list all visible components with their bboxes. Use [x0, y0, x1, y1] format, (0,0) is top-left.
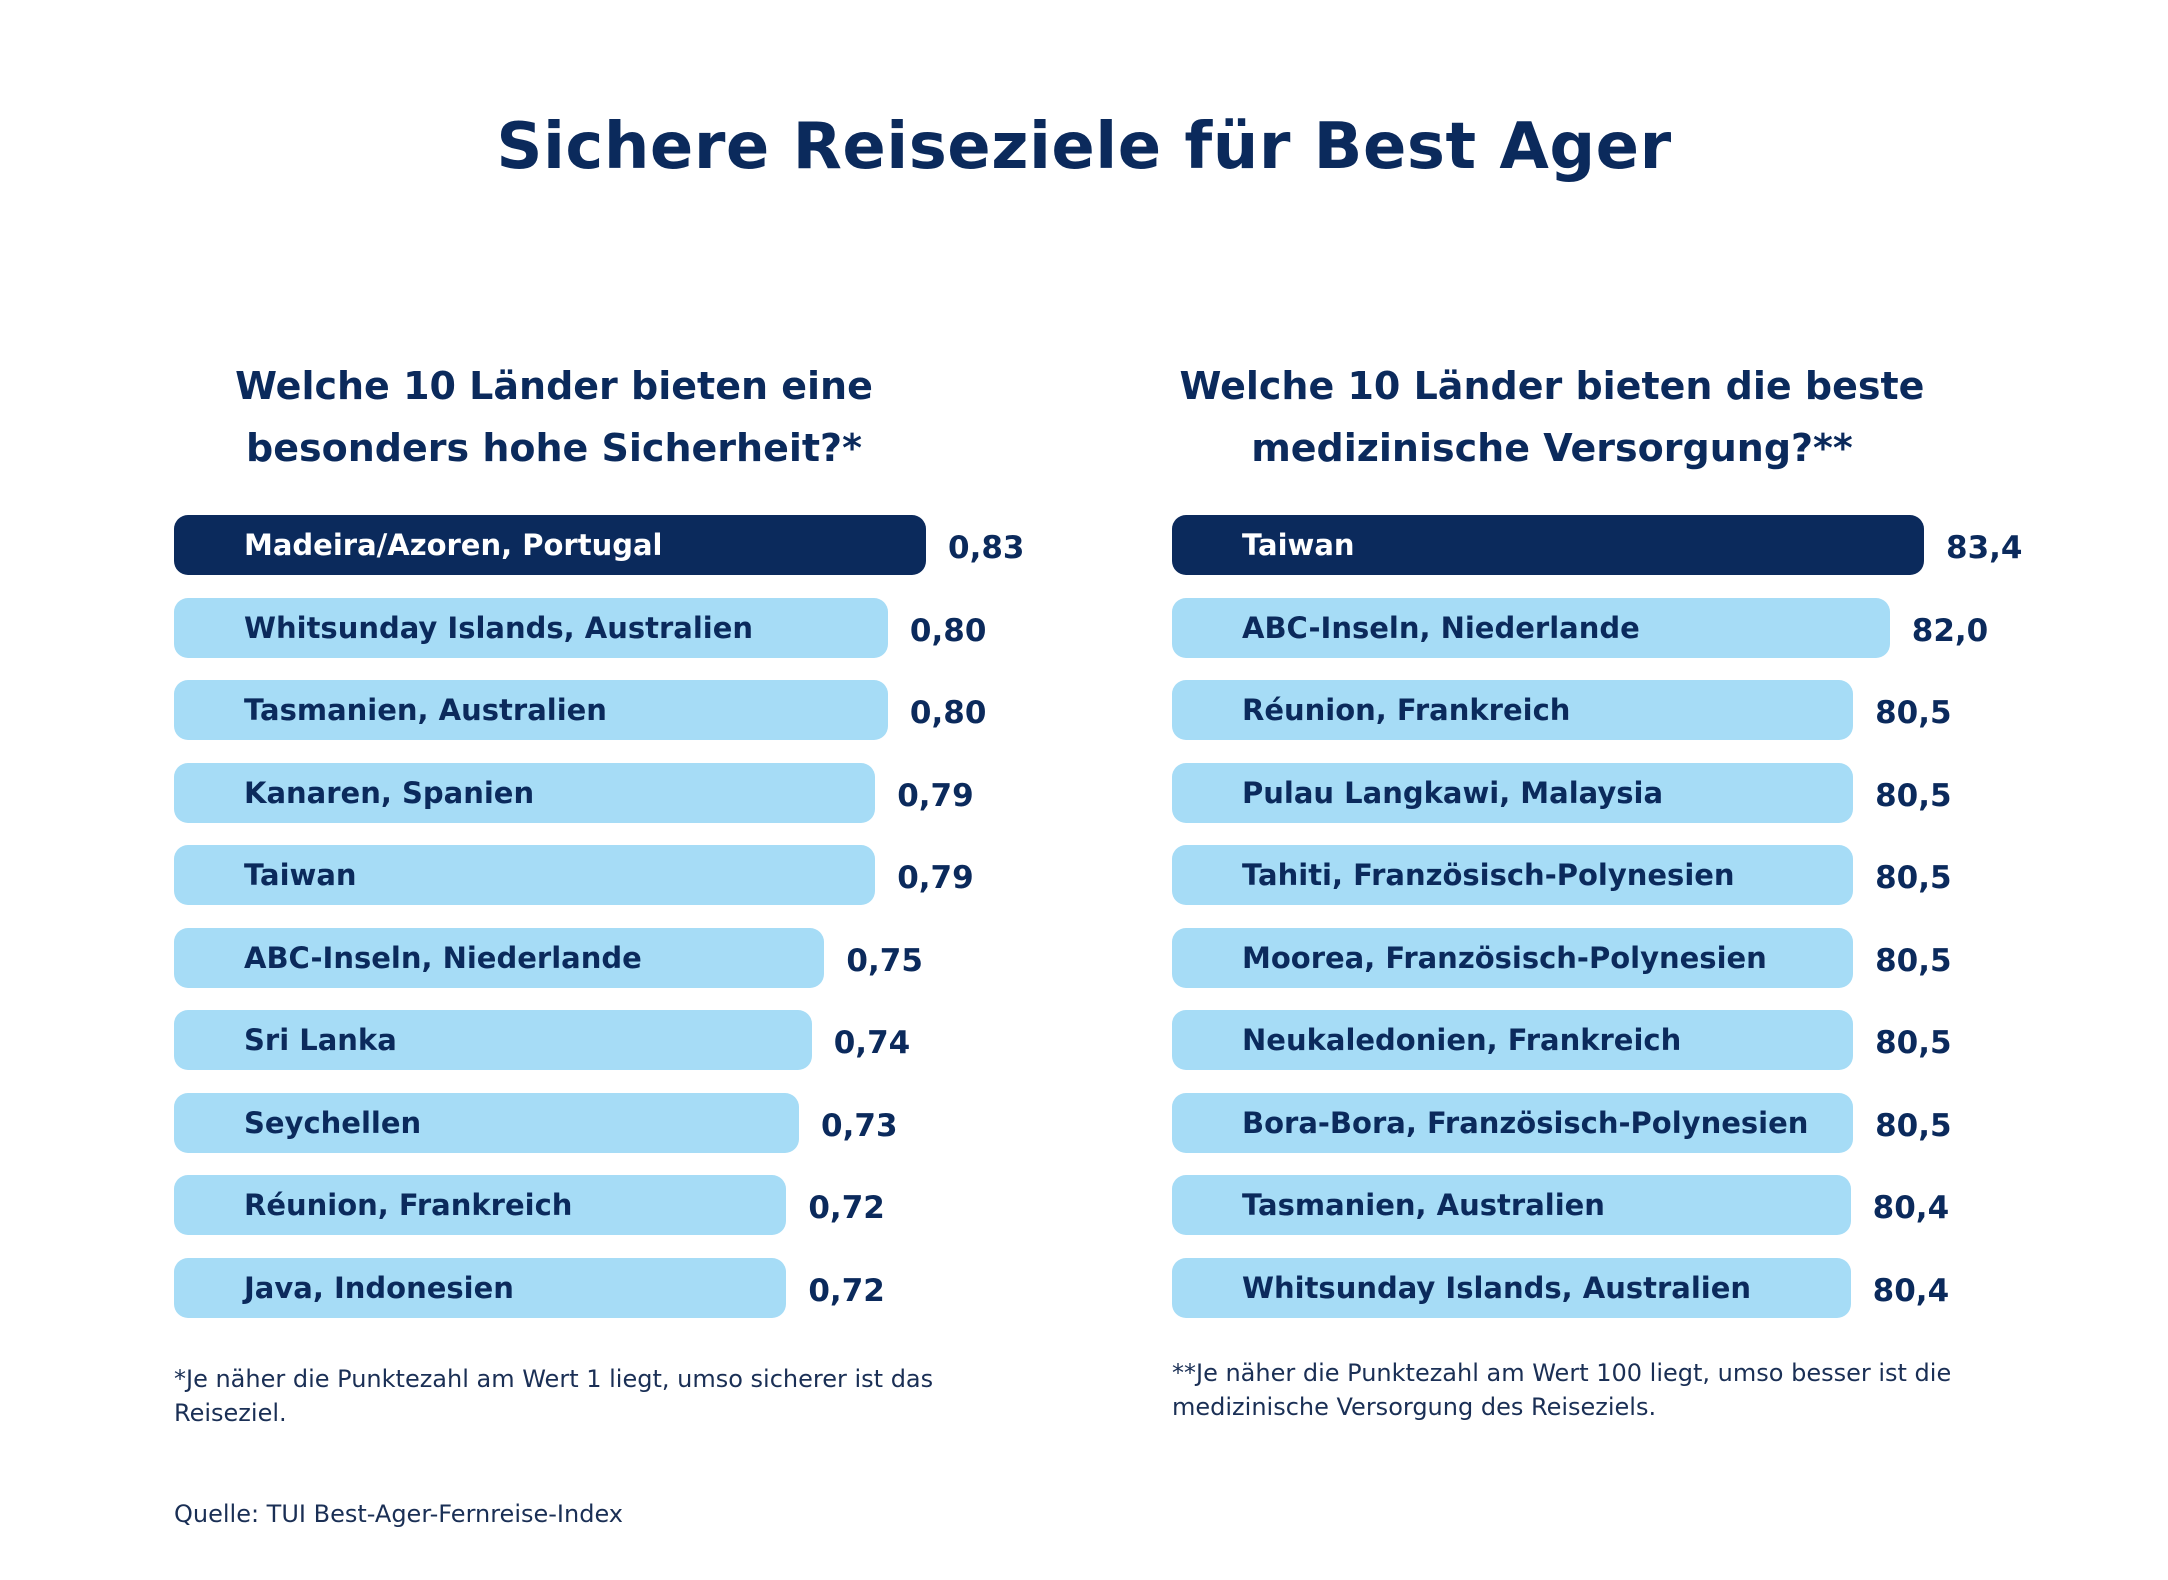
- medical-bar: Pulau Langkawi, Malaysia: [1172, 762, 1854, 823]
- safety-bar-value: 0,72: [808, 1190, 885, 1226]
- safety-bar: ABC-Inseln, Niederlande: [174, 927, 825, 988]
- medical-bar-value: 80,5: [1875, 942, 1952, 979]
- safety-bar-label: Sri Lanka: [244, 1023, 397, 1057]
- medical-bar-row: ABC-Inseln, Niederlande 82,0: [1172, 597, 2092, 658]
- medical-bar-value: 80,4: [1872, 1272, 1950, 1309]
- safety-bar: Madeira/Azoren, Portugal: [174, 515, 926, 575]
- medical-bar-row: Taiwan 83,4: [1172, 515, 2092, 575]
- medical-bar-row: Neukaledonien, Frankreich 80,5: [1172, 1010, 2092, 1070]
- medical-bar: Réunion, Frankreich: [1172, 680, 1854, 740]
- safety-bar: Réunion, Frankreich: [174, 1175, 787, 1235]
- safety-bar-row: ABC-Inseln, Niederlande 0,75: [174, 927, 1094, 988]
- medical-bar: Tasmanien, Australien: [1172, 1175, 1851, 1235]
- safety-bar-row: Tasmanien, Australien 0,80: [174, 680, 1094, 740]
- safety-bar-row: Sri Lanka 0,74: [174, 1010, 1094, 1070]
- safety-bar-value: 0,80: [909, 695, 987, 731]
- medical-bar: Bora-Bora, Französisch-Polynesien: [1172, 1092, 1854, 1153]
- medical-bar: Taiwan: [1172, 515, 1924, 575]
- safety-bar: Java, Indonesien: [174, 1257, 787, 1318]
- medical-bar-row: Moorea, Französisch-Polynesien 80,5: [1172, 927, 2092, 988]
- safety-bar-row: Madeira/Azoren, Portugal 0,83: [174, 515, 1094, 575]
- medical-bar-value: 80,5: [1875, 695, 1952, 731]
- medical-bar-label: Réunion, Frankreich: [1242, 693, 1571, 727]
- medical-bar-row: Whitsunday Islands, Australien 80,4: [1172, 1257, 2092, 1318]
- safety-bar-value: 0,79: [897, 860, 974, 896]
- source-note: Quelle: TUI Best-Ager-Fernreise-Index: [174, 1500, 623, 1528]
- safety-bar-label: Java, Indonesien: [244, 1270, 514, 1305]
- medical-bar-row: Tasmanien, Australien 80,4: [1172, 1175, 2092, 1235]
- medical-bar-value: 83,4: [1946, 530, 2023, 566]
- safety-bar-value: 0,72: [808, 1272, 885, 1309]
- medical-bar-label: Neukaledonien, Frankreich: [1242, 1023, 1682, 1057]
- medical-bar-label: Taiwan: [1242, 528, 1355, 562]
- medical-bar-value: 80,5: [1875, 860, 1952, 896]
- safety-bar-row: Whitsunday Islands, Australien 0,80: [174, 597, 1094, 658]
- medical-bar: ABC-Inseln, Niederlande: [1172, 597, 1890, 658]
- safety-bar-label: ABC-Inseln, Niederlande: [244, 940, 642, 975]
- medical-bar-row: Tahiti, Französisch-Polynesien 80,5: [1172, 845, 2092, 905]
- safety-bar-label: Taiwan: [244, 858, 357, 892]
- safety-bar-value: 0,83: [948, 530, 1025, 566]
- medical-bar-value: 80,5: [1875, 1025, 1952, 1061]
- medical-bar-value: 80,5: [1875, 777, 1952, 814]
- safety-bar-label: Seychellen: [244, 1105, 422, 1140]
- medical-bar-label: Whitsunday Islands, Australien: [1242, 1270, 1752, 1305]
- medical-bar-row: Pulau Langkawi, Malaysia 80,5: [1172, 762, 2092, 823]
- medical-bar-value: 80,5: [1875, 1107, 1952, 1144]
- medical-bar-label: Bora-Bora, Französisch-Polynesien: [1242, 1105, 1809, 1140]
- safety-bar-value: 0,74: [833, 1025, 911, 1061]
- medical-bar: Neukaledonien, Frankreich: [1172, 1010, 1854, 1070]
- medical-bar-row: Réunion, Frankreich 80,5: [1172, 680, 2092, 740]
- safety-bar-value: 0,79: [897, 777, 974, 814]
- safety-bar: Seychellen: [174, 1092, 800, 1153]
- page-title: Sichere Reiseziele für Best Ager: [496, 110, 1672, 184]
- safety-bar: Sri Lanka: [174, 1010, 812, 1070]
- safety-bar-label: Kanaren, Spanien: [244, 775, 535, 810]
- medical-bar: Tahiti, Französisch-Polynesien: [1172, 845, 1854, 905]
- safety-bar-label: Réunion, Frankreich: [244, 1188, 573, 1222]
- medical-bar-label: Moorea, Französisch-Polynesien: [1242, 940, 1767, 975]
- medical-bar-label: Tahiti, Französisch-Polynesien: [1242, 858, 1735, 892]
- safety-bar: Taiwan: [174, 845, 876, 905]
- safety-bar-label: Madeira/Azoren, Portugal: [244, 528, 663, 562]
- safety-bar: Tasmanien, Australien: [174, 680, 888, 740]
- medical-bar-label: Pulau Langkawi, Malaysia: [1242, 775, 1664, 810]
- safety-bar-value: 0,73: [821, 1107, 898, 1144]
- safety-bar-row: Réunion, Frankreich 0,72: [174, 1175, 1094, 1235]
- safety-bar-row: Kanaren, Spanien 0,79: [174, 762, 1094, 823]
- medical-chart-title: Welche 10 Länder bieten die beste medizi…: [1179, 364, 1925, 470]
- safety-bar-label: Tasmanien, Australien: [244, 693, 607, 727]
- safety-chart-title: Welche 10 Länder bieten eine besonders h…: [235, 364, 873, 470]
- safety-bar-value: 0,80: [909, 612, 987, 649]
- medical-bar-row: Bora-Bora, Französisch-Polynesien 80,5: [1172, 1092, 2092, 1153]
- safety-bar-value: 0,75: [846, 942, 923, 979]
- medical-bar-value: 80,4: [1872, 1190, 1950, 1226]
- safety-bar-label: Whitsunday Islands, Australien: [244, 610, 754, 645]
- medical-chart: Welche 10 Länder bieten die beste medizi…: [1172, 355, 2092, 1318]
- safety-bar: Whitsunday Islands, Australien: [174, 597, 888, 658]
- medical-bar: Whitsunday Islands, Australien: [1172, 1257, 1851, 1318]
- safety-footnote: *Je näher die Punktezahl am Wert 1 liegt…: [174, 1365, 934, 1427]
- safety-bar-row: Taiwan 0,79: [174, 845, 1094, 905]
- safety-bar-row: Seychellen 0,73: [174, 1092, 1094, 1153]
- medical-footnote: **Je näher die Punktezahl am Wert 100 li…: [1172, 1359, 1952, 1421]
- medical-bar-value: 82,0: [1911, 612, 1989, 649]
- medical-bar-label: ABC-Inseln, Niederlande: [1242, 610, 1640, 645]
- safety-bar: Kanaren, Spanien: [174, 762, 876, 823]
- medical-bar: Moorea, Französisch-Polynesien: [1172, 927, 1854, 988]
- medical-bar-label: Tasmanien, Australien: [1242, 1188, 1605, 1222]
- safety-bar-row: Java, Indonesien 0,72: [174, 1257, 1094, 1318]
- safety-chart: Welche 10 Länder bieten eine besonders h…: [174, 355, 1094, 1318]
